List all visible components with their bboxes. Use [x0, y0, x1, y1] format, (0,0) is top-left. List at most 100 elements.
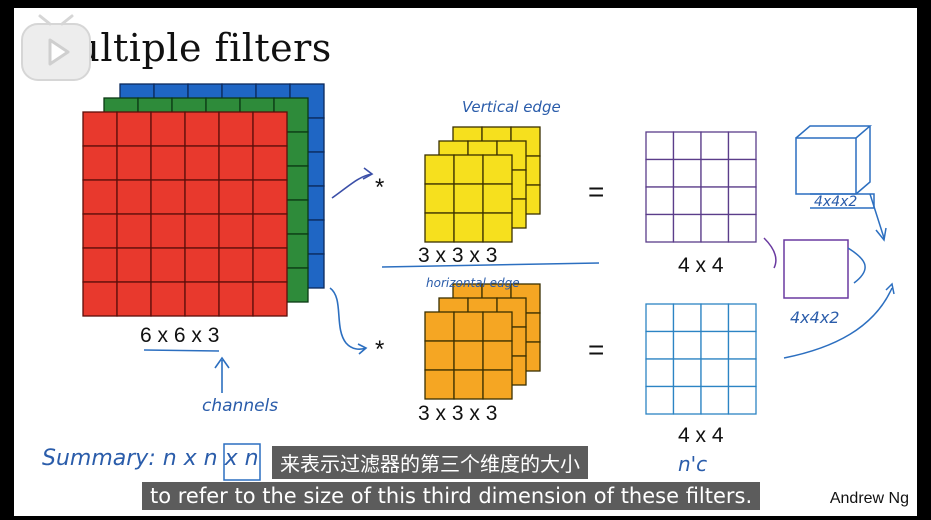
arrow-to-filter1-head	[362, 167, 374, 180]
grid-cell	[218, 213, 254, 249]
author-credit: Andrew Ng	[829, 490, 909, 507]
grid-cell	[727, 158, 757, 188]
output-1-label: 4 x 4	[678, 254, 724, 277]
grid-cell	[252, 281, 288, 317]
slide: Multiple filters 6	[14, 8, 917, 516]
arrow-channels	[214, 356, 230, 393]
grid-cell	[424, 212, 455, 243]
conv-operator-1: *	[375, 174, 385, 201]
output-2-cells	[645, 303, 757, 415]
grid-cell	[424, 311, 455, 342]
grid-cell	[482, 340, 513, 371]
grid-cell	[645, 303, 675, 333]
grid-cell	[727, 213, 757, 243]
summary-note: Summary: n x n x n	[42, 446, 259, 471]
grid-cell	[727, 186, 757, 216]
grid-cell	[727, 385, 757, 415]
grid-cell	[645, 131, 675, 161]
grid-cell	[672, 358, 702, 388]
grid-cell	[150, 111, 186, 147]
grid-cell	[700, 303, 730, 333]
grid-cell	[700, 213, 730, 243]
grid-cell	[453, 311, 484, 342]
filter-1-label: 3 x 3 x 3	[418, 244, 498, 267]
output-1-cells	[645, 131, 757, 243]
grid-cell	[116, 111, 152, 147]
grid-cell	[700, 131, 730, 161]
grid-cell	[184, 213, 220, 249]
input-volume	[82, 83, 325, 317]
grid-cell	[424, 369, 455, 400]
grid-cell	[184, 179, 220, 215]
grid-cell	[672, 385, 702, 415]
grid-cell	[424, 154, 455, 185]
conv-operator-2: *	[375, 336, 385, 363]
equals-sign-2: =	[588, 334, 605, 365]
grid-cell	[453, 340, 484, 371]
grid-cell	[482, 311, 513, 342]
filter-2-layer-1	[424, 311, 513, 400]
grid-cell	[700, 330, 730, 360]
grid-cell	[116, 213, 152, 249]
grid-cell	[252, 247, 288, 283]
channels-note: channels	[202, 396, 279, 416]
filter-2-label: 3 x 3 x 3	[418, 402, 498, 425]
output-2-label: 4 x 4	[678, 424, 724, 447]
input-channel-1	[82, 111, 288, 317]
grid-cell	[645, 186, 675, 216]
grid-cell	[82, 179, 118, 215]
grid-cell	[453, 369, 484, 400]
grid-cell	[482, 154, 513, 185]
grid-cell	[727, 131, 757, 161]
grid-cell	[727, 330, 757, 360]
filter-1-volume	[424, 126, 541, 243]
vertical-edge-note: Vertical edge	[462, 98, 561, 116]
grid-cell	[218, 281, 254, 317]
grid-cell	[116, 247, 152, 283]
grid-cell	[150, 145, 186, 181]
stack-label-top: 4x4x2	[814, 194, 858, 210]
grid-cell	[252, 179, 288, 215]
grid-cell	[82, 111, 118, 147]
horizontal-edge-note: horizontal edge	[426, 276, 520, 290]
grid-cell	[672, 213, 702, 243]
grid-cell	[672, 131, 702, 161]
output-2-grid	[645, 303, 757, 415]
grid-cell	[645, 330, 675, 360]
output-1-grid	[645, 131, 757, 243]
grid-cell	[424, 340, 455, 371]
summary-tail-note: n'c	[678, 452, 708, 476]
stack-label-mid: 4x4x2	[790, 308, 840, 327]
grid-cell	[184, 247, 220, 283]
grid-cell	[150, 247, 186, 283]
grid-cell	[82, 247, 118, 283]
grid-cell	[700, 186, 730, 216]
grid-cell	[116, 179, 152, 215]
grid-cell	[672, 303, 702, 333]
grid-cell	[116, 281, 152, 317]
grid-cell	[252, 145, 288, 181]
grid-cell	[645, 358, 675, 388]
grid-cell	[645, 158, 675, 188]
subtitle-chinese: 来表示过滤器的第三个维度的大小	[272, 446, 588, 479]
grid-cell	[645, 213, 675, 243]
grid-cell	[727, 358, 757, 388]
grid-cell	[424, 183, 455, 214]
output-volume-3d	[763, 125, 895, 359]
grid-cell	[252, 111, 288, 147]
filter-1-layer-1	[424, 154, 513, 243]
underline-vertical	[381, 262, 600, 268]
grid-cell	[218, 145, 254, 181]
subtitle-english: to refer to the size of this third dimen…	[142, 482, 761, 510]
filter-2-volume	[424, 283, 541, 400]
arrow-to-filter2-head	[357, 343, 368, 355]
grid-cell	[150, 281, 186, 317]
equals-sign-1: =	[588, 176, 605, 207]
grid-cell	[184, 281, 220, 317]
grid-cell	[184, 111, 220, 147]
grid-cell	[645, 385, 675, 415]
grid-cell	[453, 154, 484, 185]
bilibili-tv-icon[interactable]	[14, 8, 98, 92]
underline-input	[143, 349, 220, 352]
grid-cell	[184, 145, 220, 181]
